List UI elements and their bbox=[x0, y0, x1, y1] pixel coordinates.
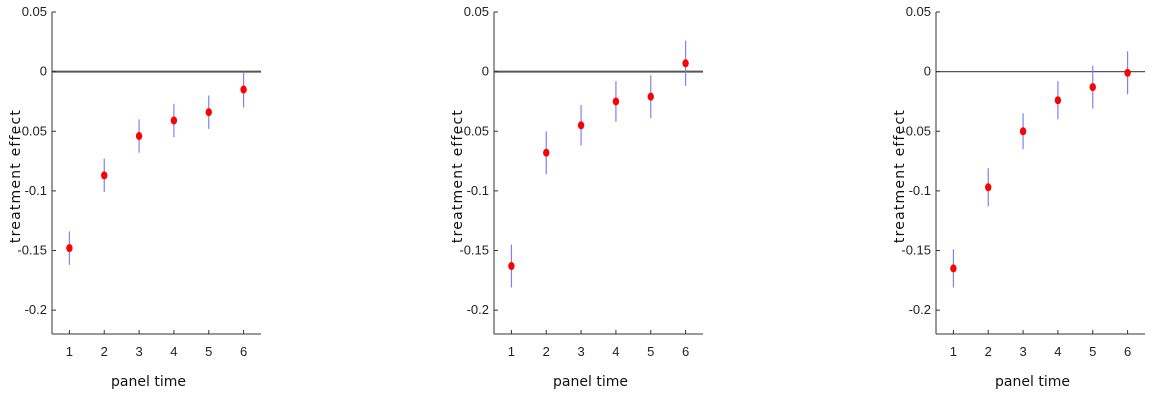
data-point bbox=[135, 132, 143, 141]
y-axis-label: treatment effect bbox=[8, 109, 24, 243]
x-axis-label: panel time bbox=[553, 374, 628, 390]
data-point bbox=[205, 108, 212, 117]
x-tick-label: 4 bbox=[1054, 344, 1061, 359]
x-axis-label: panel time bbox=[111, 374, 186, 390]
x-tick-label: 2 bbox=[101, 344, 108, 359]
x-tick-label: 3 bbox=[577, 344, 584, 359]
y-tick-label: -0.2 bbox=[909, 302, 931, 317]
data-point bbox=[508, 262, 515, 271]
data-point bbox=[240, 85, 247, 94]
x-tick-label: 1 bbox=[508, 344, 515, 359]
data-point bbox=[1089, 83, 1096, 92]
chart-panel-1: 0.05 0 -0.05 -0.1 -0.15 -0.2 1 2 3 4 5 6 panel time t… bbox=[8, 4, 261, 390]
y-tick-label: -0.05 bbox=[459, 123, 489, 138]
y-tick-label: 0 bbox=[40, 64, 47, 79]
y-tick-label: -0.15 bbox=[17, 243, 47, 258]
y-tick-label: -0.15 bbox=[901, 243, 931, 258]
chart-panel-2: 0.05 0 -0.05 -0.1 -0.15 -0.2 1 2 3 4 5 6 panel time t… bbox=[450, 4, 703, 390]
y-tick-label: -0.1 bbox=[25, 183, 47, 198]
y-tick-label: -0.2 bbox=[467, 302, 489, 317]
data-point bbox=[101, 171, 108, 180]
data-point bbox=[170, 116, 178, 125]
x-tick-label: 3 bbox=[135, 344, 142, 359]
data-point bbox=[682, 59, 689, 68]
y-axis-label: treatment effect bbox=[892, 109, 908, 243]
x-tick-label: 5 bbox=[1089, 344, 1096, 359]
y-tick-label: -0.05 bbox=[17, 123, 47, 138]
y-tick-label: 0 bbox=[924, 64, 931, 79]
y-tick-label: -0.1 bbox=[909, 183, 931, 198]
y-tick-label: -0.05 bbox=[901, 123, 931, 138]
x-axis-label: panel time bbox=[995, 374, 1070, 390]
data-point bbox=[647, 92, 654, 101]
x-tick-label: 1 bbox=[66, 344, 73, 359]
y-tick-label: -0.2 bbox=[25, 302, 47, 317]
x-tick-label: 6 bbox=[1124, 344, 1131, 359]
data-point bbox=[66, 244, 73, 253]
chart-panel-3: 0.05 0 -0.05 -0.1 -0.15 -0.2 1 2 3 4 5 6 panel time t… bbox=[892, 4, 1145, 390]
x-tick-label: 1 bbox=[950, 344, 957, 359]
data-point bbox=[612, 97, 620, 106]
y-tick-label: -0.1 bbox=[467, 183, 489, 198]
x-tick-label: 2 bbox=[985, 344, 992, 359]
y-tick-label: 0.05 bbox=[22, 4, 47, 19]
x-tick-label: 4 bbox=[612, 344, 619, 359]
data-point bbox=[543, 148, 550, 157]
y-tick-label: 0.05 bbox=[906, 4, 931, 19]
x-tick-label: 2 bbox=[543, 344, 550, 359]
y-axis-label: treatment effect bbox=[450, 109, 466, 243]
y-tick-label: -0.15 bbox=[459, 243, 489, 258]
x-tick-label: 5 bbox=[205, 344, 212, 359]
data-point bbox=[577, 121, 585, 130]
data-point bbox=[950, 264, 957, 273]
x-tick-label: 6 bbox=[240, 344, 247, 359]
y-tick-label: 0 bbox=[482, 64, 489, 79]
data-point bbox=[1054, 96, 1062, 105]
data-point bbox=[1124, 68, 1131, 77]
x-tick-label: 4 bbox=[170, 344, 177, 359]
x-tick-label: 5 bbox=[647, 344, 654, 359]
x-tick-label: 3 bbox=[1019, 344, 1026, 359]
y-tick-label: 0.05 bbox=[464, 4, 489, 19]
data-point bbox=[1019, 127, 1027, 136]
x-tick-label: 6 bbox=[682, 344, 689, 359]
data-point bbox=[985, 183, 992, 192]
